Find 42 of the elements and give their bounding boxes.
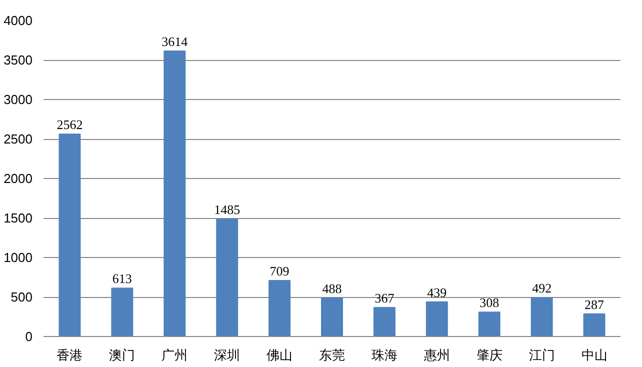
x-tick-label: 珠海: [371, 348, 398, 362]
x-tick-label: 中山: [581, 348, 608, 362]
bar: [216, 218, 238, 336]
y-tick-label: 4000: [4, 13, 32, 28]
data-label: 709: [270, 263, 290, 278]
data-label: 1485: [214, 202, 240, 218]
y-tick-label: 0: [25, 329, 33, 344]
y-tick-label: 1500: [4, 210, 32, 226]
data-label: 287: [584, 296, 605, 312]
bar: [164, 50, 186, 336]
y-tick-label: 3000: [4, 92, 32, 107]
data-label: 613: [112, 271, 132, 286]
y-tick-label: 1000: [4, 250, 32, 265]
x-tick-label: 佛山: [266, 348, 293, 362]
bar: [268, 280, 291, 336]
data-label: 439: [427, 284, 447, 300]
y-tick-label: 2500: [4, 132, 32, 146]
data-label: 488: [322, 280, 342, 296]
x-tick-label: 广州: [162, 348, 188, 362]
x-tick-label: 肇庆: [476, 348, 502, 362]
x-tick-label: 澳门: [109, 348, 136, 362]
data-label: 2562: [56, 117, 83, 132]
bar: [58, 134, 81, 336]
x-tick-label: 东莞: [319, 348, 345, 362]
x-tick-label: 惠州: [422, 348, 450, 362]
y-tick-label: 500: [10, 290, 33, 304]
bar: [321, 297, 343, 336]
x-tick-label: 深圳: [214, 348, 240, 362]
x-tick-label: 香港: [56, 348, 83, 362]
bar: [111, 288, 134, 336]
bar: [426, 301, 448, 336]
bar: [478, 312, 500, 336]
y-tick-label: 3500: [4, 52, 32, 68]
x-tick-label: 江门: [528, 348, 555, 362]
data-label: 367: [374, 290, 395, 306]
data-label: 492: [532, 280, 552, 296]
bar: [583, 313, 606, 336]
data-label: 308: [480, 295, 500, 310]
data-label: 3614: [162, 34, 188, 49]
bar: [373, 307, 396, 336]
bar: [530, 297, 553, 336]
y-tick-label: 2000: [4, 171, 32, 186]
